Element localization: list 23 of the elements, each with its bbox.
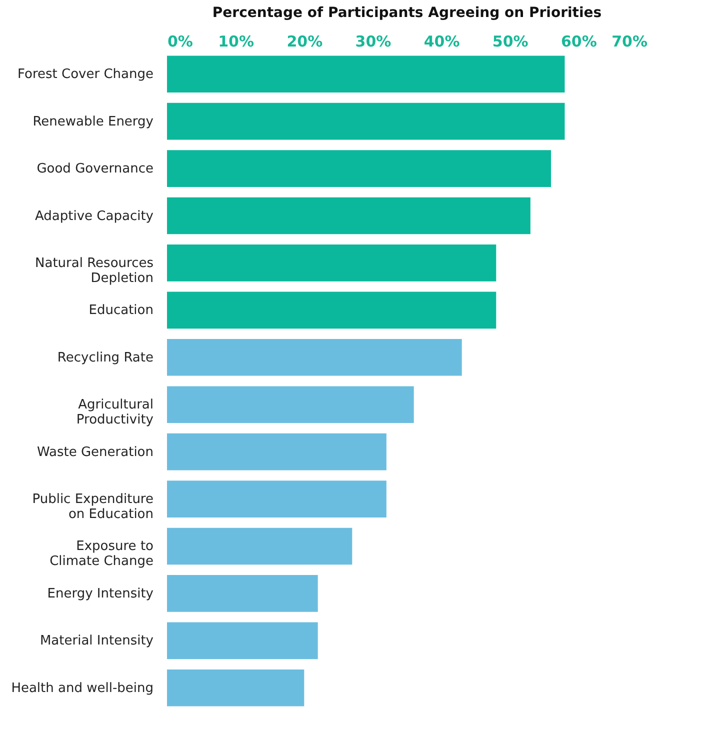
y-tick-label: Forest Cover Change [18,67,154,82]
y-tick-label: Renewable Energy [32,114,154,130]
x-tick-label: 10% [218,32,254,50]
y-tick-label: Natural Resources Depletion [35,256,154,286]
x-tick-label: 50% [492,32,528,50]
y-tick-label: Agricultural Productivity [76,398,154,428]
x-tick-label: 40% [424,32,460,50]
y-tick-label: Education [88,303,154,318]
y-tick-label: Health and well-being [11,680,154,696]
y-tick-label: Exposure to Climate Change [50,539,154,570]
y-tick-label: Recycling Rate [57,350,154,366]
x-tick-label: 70% [612,32,648,50]
x-tick-label: 20% [286,32,323,50]
x-tick-label: 60% [560,32,597,50]
x-tick-label: 0% [168,32,193,50]
y-tick-label: Material Intensity [40,634,154,649]
y-tick-label: Energy Intensity [47,586,154,602]
x-tick-label: 30% [355,32,392,50]
y-tick-label: Waste Generation [36,444,154,460]
chart-title: Percentage of Participants Agreeing on Priorities [212,5,602,21]
y-tick-label: Adaptive Capacity [35,208,154,224]
y-tick-label: Public Expenditure on Education [32,492,154,522]
y-tick-label: Good Governance [36,162,154,177]
